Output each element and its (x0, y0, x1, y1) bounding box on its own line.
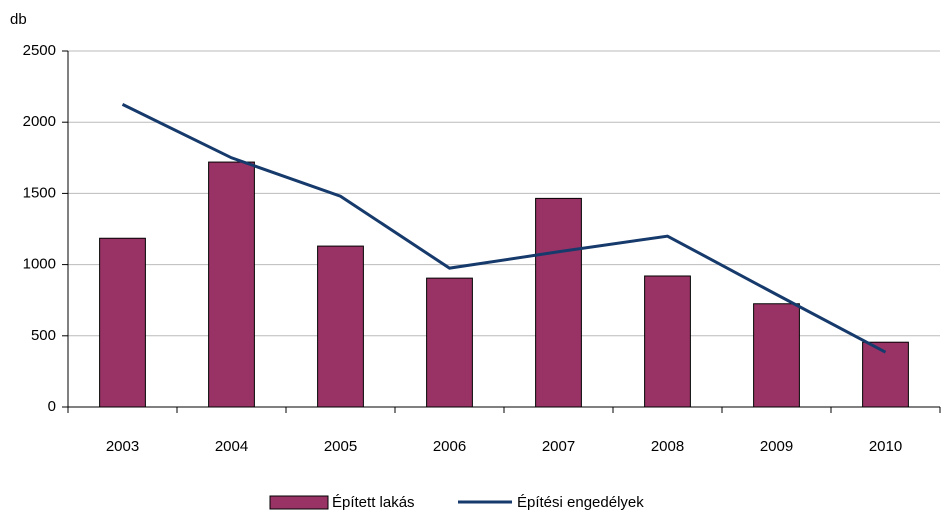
x-tick-label: 2009 (760, 438, 793, 455)
bar (862, 341, 909, 408)
legend-label: Építési engedélyek (517, 494, 644, 511)
bar (317, 245, 364, 408)
y-tick-label: 2000 (23, 113, 56, 130)
y-tick-label: 2500 (23, 42, 56, 59)
y-tick-label: 1500 (23, 184, 56, 201)
legend-label: Épített lakás (332, 494, 415, 511)
y-tick-label: 0 (48, 398, 56, 415)
bar (208, 161, 255, 408)
bar (99, 237, 146, 408)
line (121, 103, 887, 354)
bar (426, 277, 473, 408)
y-tick-label: 1000 (23, 256, 56, 273)
bar (644, 275, 691, 408)
y-tick-label: 500 (31, 327, 56, 344)
bar (753, 303, 800, 408)
legend-swatch (269, 495, 329, 510)
bar (535, 197, 582, 408)
x-tick-label: 2010 (869, 438, 902, 455)
x-tick-label: 2006 (433, 438, 466, 455)
x-tick-label: 2007 (542, 438, 575, 455)
x-tick-label: 2003 (106, 438, 139, 455)
x-tick-label: 2004 (215, 438, 248, 455)
x-tick-label: 2008 (651, 438, 684, 455)
x-tick-label: 2005 (324, 438, 357, 455)
y-axis-label: db (10, 11, 27, 28)
